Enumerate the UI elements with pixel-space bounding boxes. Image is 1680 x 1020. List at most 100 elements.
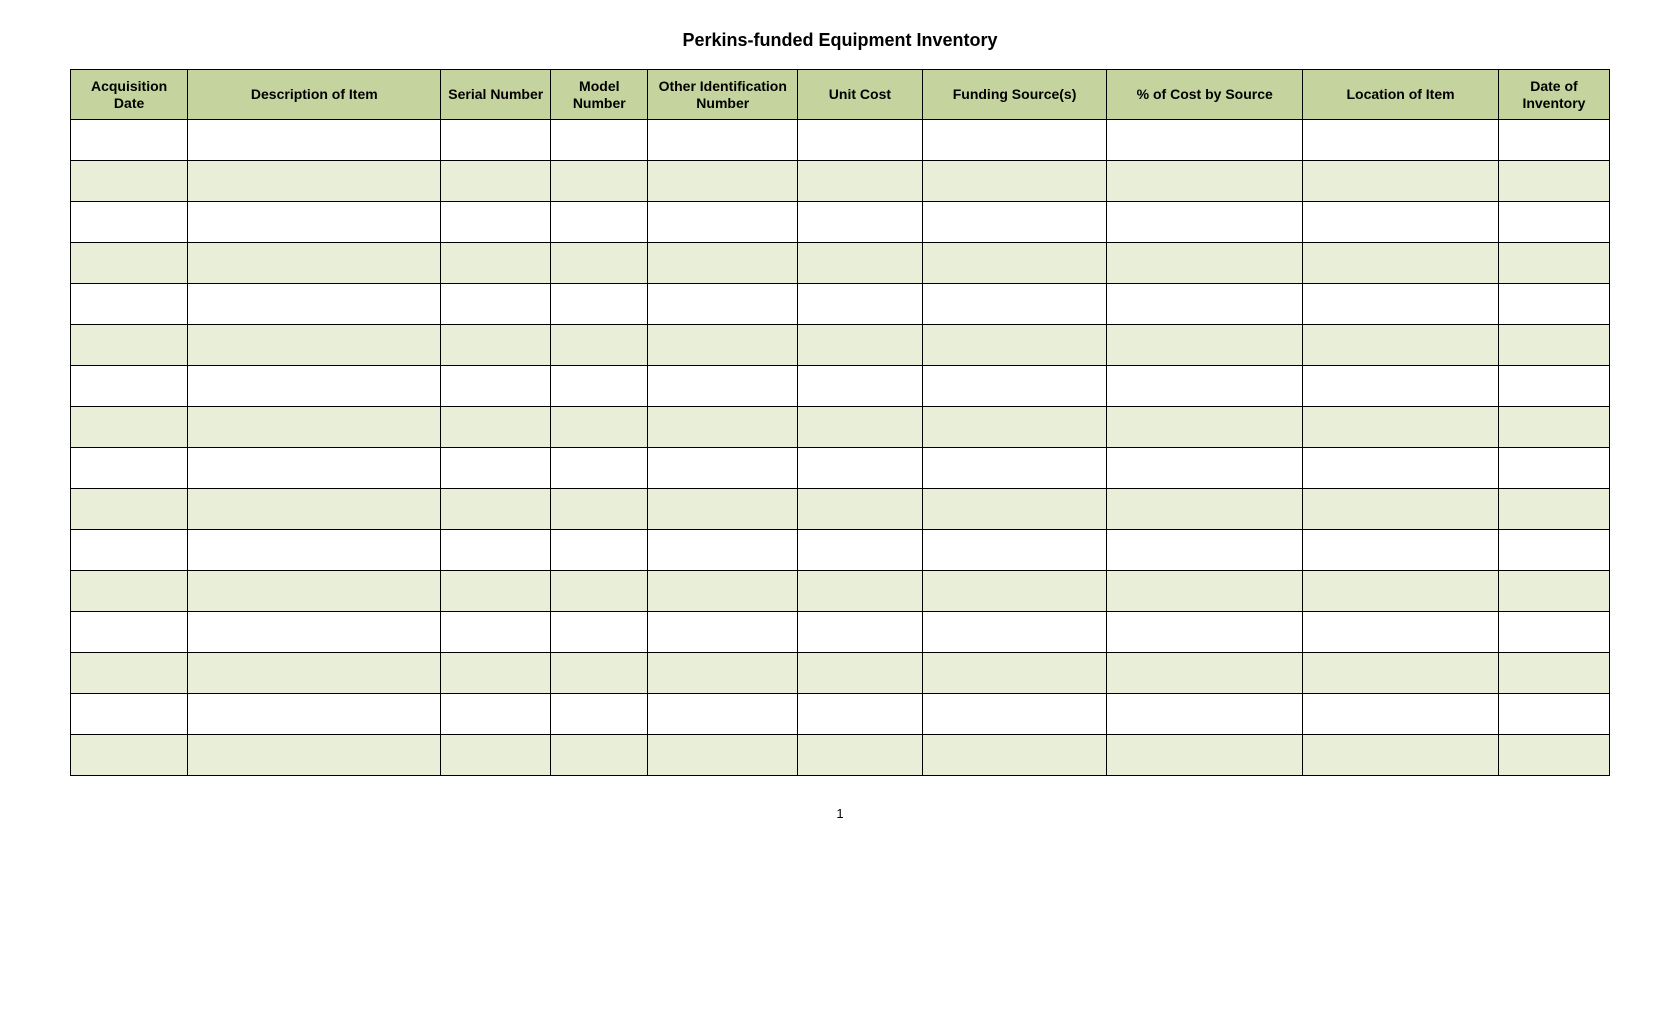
table-cell bbox=[71, 284, 188, 325]
table-cell bbox=[551, 530, 648, 571]
table-cell bbox=[1107, 530, 1303, 571]
table-cell bbox=[798, 161, 923, 202]
table-cell bbox=[71, 407, 188, 448]
table-cell bbox=[1303, 202, 1499, 243]
table-cell bbox=[1498, 202, 1609, 243]
table-cell bbox=[71, 325, 188, 366]
table-cell bbox=[551, 448, 648, 489]
table-cell bbox=[551, 325, 648, 366]
table-cell bbox=[922, 571, 1107, 612]
table-cell bbox=[648, 407, 798, 448]
table-cell bbox=[648, 489, 798, 530]
table-cell bbox=[441, 489, 551, 530]
table-cell bbox=[441, 284, 551, 325]
table-cell bbox=[1498, 571, 1609, 612]
table-cell bbox=[551, 366, 648, 407]
table-cell bbox=[71, 489, 188, 530]
column-header: Description of Item bbox=[188, 70, 441, 120]
table-cell bbox=[1303, 120, 1499, 161]
table-cell bbox=[188, 161, 441, 202]
table-cell bbox=[1107, 612, 1303, 653]
table-cell bbox=[441, 530, 551, 571]
table-cell bbox=[1498, 448, 1609, 489]
table-row bbox=[71, 448, 1610, 489]
table-cell bbox=[1107, 325, 1303, 366]
table-cell bbox=[1107, 489, 1303, 530]
table-row bbox=[71, 694, 1610, 735]
table-cell bbox=[1303, 653, 1499, 694]
table-cell bbox=[188, 694, 441, 735]
table-cell bbox=[1498, 161, 1609, 202]
table-row bbox=[71, 735, 1610, 776]
table-cell bbox=[551, 407, 648, 448]
table-cell bbox=[648, 325, 798, 366]
table-cell bbox=[922, 489, 1107, 530]
table-cell bbox=[1107, 243, 1303, 284]
table-cell bbox=[798, 571, 923, 612]
table-cell bbox=[1107, 694, 1303, 735]
table-cell bbox=[188, 530, 441, 571]
table-cell bbox=[922, 448, 1107, 489]
column-header: Model Number bbox=[551, 70, 648, 120]
table-cell bbox=[798, 653, 923, 694]
table-cell bbox=[441, 735, 551, 776]
table-cell bbox=[648, 653, 798, 694]
column-header: Other Identification Number bbox=[648, 70, 798, 120]
table-cell bbox=[922, 735, 1107, 776]
table-row bbox=[71, 366, 1610, 407]
table-cell bbox=[648, 161, 798, 202]
table-cell bbox=[922, 243, 1107, 284]
table-cell bbox=[922, 325, 1107, 366]
table-cell bbox=[1498, 120, 1609, 161]
table-cell bbox=[922, 366, 1107, 407]
table-row bbox=[71, 653, 1610, 694]
table-cell bbox=[798, 366, 923, 407]
table-cell bbox=[1107, 653, 1303, 694]
table-cell bbox=[798, 120, 923, 161]
table-cell bbox=[71, 653, 188, 694]
table-row bbox=[71, 284, 1610, 325]
column-header: Funding Source(s) bbox=[922, 70, 1107, 120]
table-cell bbox=[71, 366, 188, 407]
table-cell bbox=[1107, 571, 1303, 612]
table-cell bbox=[922, 284, 1107, 325]
table-cell bbox=[71, 448, 188, 489]
table-cell bbox=[551, 489, 648, 530]
table-cell bbox=[1498, 653, 1609, 694]
table-cell bbox=[441, 202, 551, 243]
table-cell bbox=[1303, 735, 1499, 776]
table-cell bbox=[648, 612, 798, 653]
table-cell bbox=[188, 571, 441, 612]
table-cell bbox=[1303, 243, 1499, 284]
table-cell bbox=[71, 694, 188, 735]
table-cell bbox=[1107, 407, 1303, 448]
page-number: 1 bbox=[70, 806, 1610, 821]
table-cell bbox=[551, 202, 648, 243]
column-header: Location of Item bbox=[1303, 70, 1499, 120]
column-header: Date of Inventory bbox=[1498, 70, 1609, 120]
table-cell bbox=[71, 612, 188, 653]
table-cell bbox=[1107, 120, 1303, 161]
table-cell bbox=[648, 448, 798, 489]
table-cell bbox=[798, 243, 923, 284]
table-cell bbox=[441, 571, 551, 612]
table-cell bbox=[551, 120, 648, 161]
table-cell bbox=[188, 653, 441, 694]
table-cell bbox=[1303, 407, 1499, 448]
table-row bbox=[71, 407, 1610, 448]
table-row bbox=[71, 530, 1610, 571]
table-cell bbox=[798, 325, 923, 366]
table-cell bbox=[1303, 530, 1499, 571]
table-header-row: Acquisition DateDescription of ItemSeria… bbox=[71, 70, 1610, 120]
table-cell bbox=[798, 735, 923, 776]
table-cell bbox=[1498, 530, 1609, 571]
table-cell bbox=[1107, 202, 1303, 243]
table-cell bbox=[1498, 243, 1609, 284]
table-cell bbox=[71, 530, 188, 571]
table-cell bbox=[188, 120, 441, 161]
table-cell bbox=[1498, 284, 1609, 325]
table-cell bbox=[1498, 325, 1609, 366]
page-title: Perkins-funded Equipment Inventory bbox=[70, 30, 1610, 51]
table-cell bbox=[551, 694, 648, 735]
table-cell bbox=[441, 120, 551, 161]
